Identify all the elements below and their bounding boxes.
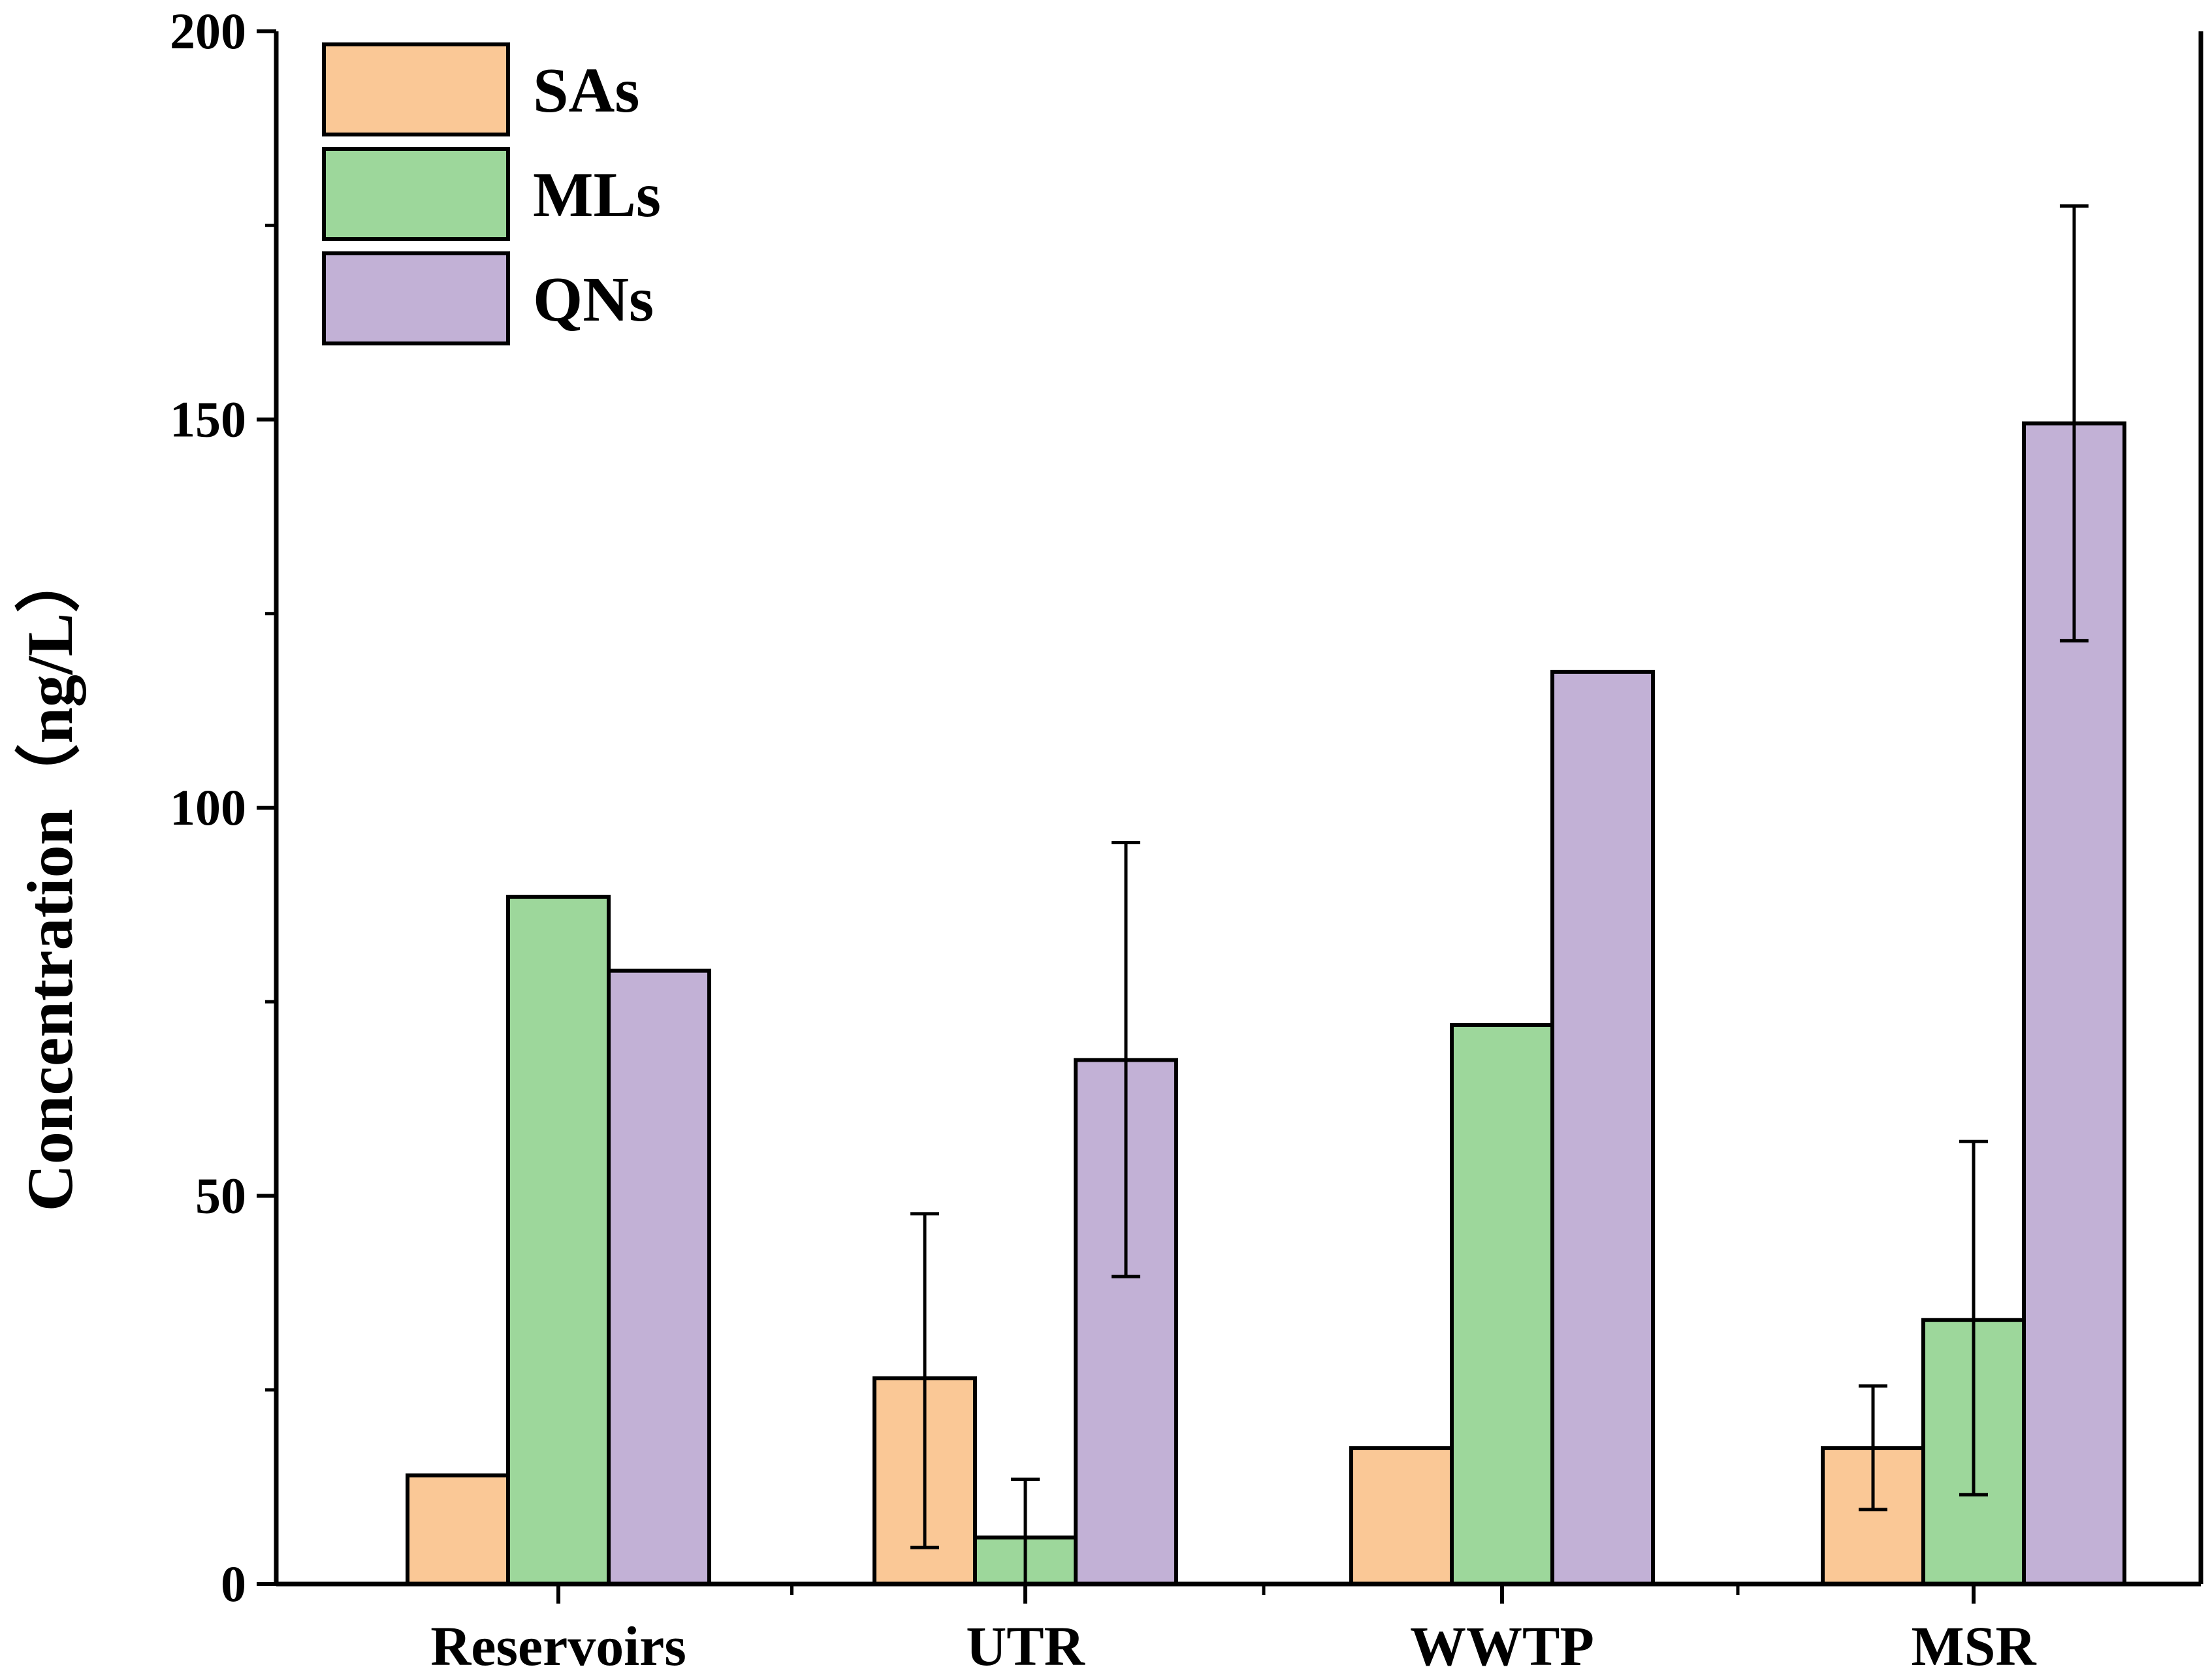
- x-category-label-reservoirs: Reservoirs: [430, 1615, 686, 1677]
- y-tick-label-100: 100: [170, 779, 246, 836]
- bar-qns-reservoirs: [607, 968, 711, 1586]
- legend-swatch-sas: [322, 42, 510, 136]
- error-bars-layer: [910, 204, 2089, 1586]
- bar-sas-wwtp: [1349, 1446, 1454, 1587]
- bar-qns-wwtp: [1550, 669, 1655, 1586]
- y-tick-label-150: 150: [170, 391, 246, 448]
- y-axis-title: Concentration（ng/L）: [14, 548, 86, 1212]
- y-ticks-layer: 0 50 100 150 200: [170, 3, 276, 1612]
- legend-swatch-mls: [322, 147, 510, 241]
- x-category-label-utr: UTR: [966, 1615, 1085, 1677]
- bar-mls-reservoirs: [506, 895, 611, 1586]
- x-categories-layer: Reservoirs UTR WWTP MSR: [430, 1584, 2036, 1677]
- y-tick-label-0: 0: [221, 1555, 246, 1612]
- x-category-label-wwtp: WWTP: [1410, 1615, 1594, 1677]
- legend-label-mls: MLs: [533, 160, 661, 230]
- x-category-label-msr: MSR: [1911, 1615, 2036, 1677]
- legend-swatch-qns: [322, 251, 510, 345]
- bars-layer: [406, 421, 2126, 1587]
- legend-label-qns: QNs: [533, 264, 654, 335]
- y-tick-label-200: 200: [170, 3, 246, 59]
- bar-sas-reservoirs: [406, 1473, 510, 1587]
- legend-label-sas: SAs: [533, 55, 639, 126]
- y-tick-label-50: 50: [195, 1167, 246, 1224]
- legend: SAs MLs QNs: [322, 42, 661, 345]
- bar-mls-wwtp: [1450, 1022, 1554, 1587]
